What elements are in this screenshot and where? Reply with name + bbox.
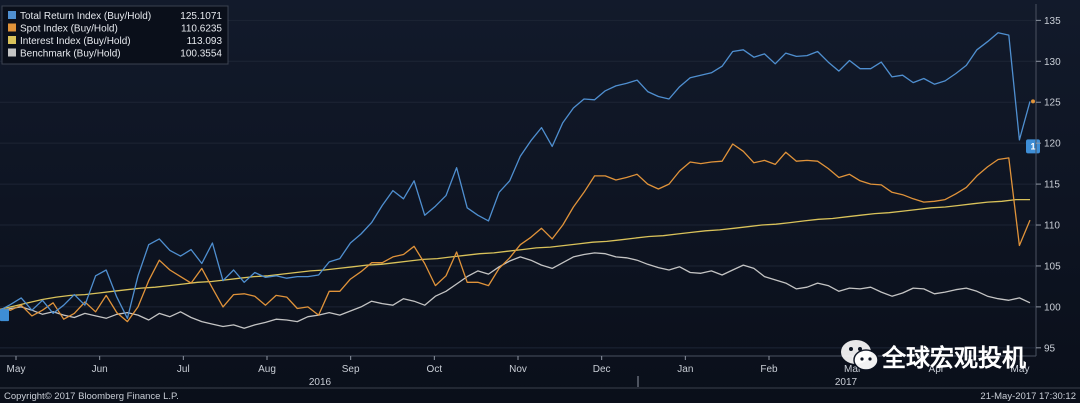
wechat-icon <box>841 340 879 371</box>
x-tick-label: Sep <box>342 364 360 375</box>
legend-swatch <box>8 48 16 57</box>
x-tick-label: Apr <box>929 364 945 375</box>
legend-value: 100.3554 <box>180 49 222 60</box>
y-tick-label: 125 <box>1044 98 1061 109</box>
copyright-text: Copyright© 2017 Bloomberg Finance L.P. <box>4 391 179 402</box>
legend-label: Interest Index (Buy/Hold) <box>20 36 131 47</box>
timestamp-text: 21-May-2017 17:30:12 <box>980 391 1076 402</box>
y-tick-label: 115 <box>1044 180 1060 191</box>
legend-value: 113.093 <box>187 36 223 47</box>
x-tick-label: Nov <box>509 364 527 375</box>
x-tick-label: May <box>1011 364 1030 375</box>
watermark: 全球宏观投机 <box>841 340 1026 372</box>
legend-swatch <box>8 23 16 32</box>
x-tick-label: Dec <box>593 364 611 375</box>
year-label: 2016 <box>309 377 332 388</box>
legend-value: 125.1071 <box>180 11 222 22</box>
legend: Total Return Index (Buy/Hold) 125.1071 Spo… <box>1 5 229 65</box>
x-tick-label: Feb <box>760 364 778 375</box>
x-tick-label: Jul <box>177 364 190 375</box>
series-line-2 <box>0 143 1031 323</box>
watermark-text: 全球宏观投机 <box>881 344 1026 372</box>
start-marker <box>0 309 9 322</box>
event-marker-label: 1 <box>1030 141 1035 151</box>
legend-value: 110.6235 <box>181 24 222 35</box>
event-marker: 1 <box>1026 139 1040 154</box>
legend-label: Total Return Index (Buy/Hold) <box>20 11 151 22</box>
legend-swatch <box>8 11 16 19</box>
legend-box <box>1 5 229 65</box>
y-tick-label: 120 <box>1044 139 1061 150</box>
year-label: 2017 <box>835 377 858 388</box>
series-line-4 <box>0 252 1031 329</box>
series-lines <box>0 32 1035 329</box>
y-tick-label: 95 <box>1044 343 1056 354</box>
x-tick-label: May <box>7 364 26 375</box>
x-tick-label: Jun <box>92 364 108 375</box>
x-tick-label: Jan <box>677 364 693 375</box>
y-tick-label: 100 <box>1044 302 1061 313</box>
axes: 95 100 105 110 115 120 125 130 135 May Jun Jul Aug Se… <box>0 4 1061 388</box>
legend-label: Spot Index (Buy/Hold) <box>20 24 118 35</box>
x-tick-label: Oct <box>427 364 443 375</box>
y-tick-label: 130 <box>1044 57 1061 68</box>
x-tick-label: Mar <box>844 364 862 375</box>
legend-label: Benchmark (Buy/Hold) <box>20 49 121 60</box>
legend-swatch <box>8 36 16 44</box>
series-line-1 <box>0 32 1031 319</box>
x-tick-label: Aug <box>258 364 276 375</box>
y-tick-label: 135 <box>1044 16 1061 27</box>
y-tick-label: 105 <box>1044 261 1061 272</box>
series-end-point <box>1031 99 1035 104</box>
y-tick-label: 110 <box>1044 221 1060 232</box>
